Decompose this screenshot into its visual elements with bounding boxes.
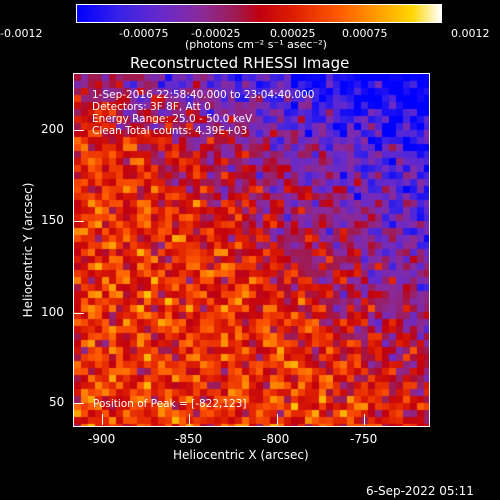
generation-timestamp: 6-Sep-2022 05:11 bbox=[366, 484, 474, 498]
colorbar-tick-label: 0.00075 bbox=[342, 27, 388, 40]
y-tick-label: 200 bbox=[41, 122, 64, 136]
colorbar-tick-label: -0.0012 bbox=[0, 27, 43, 40]
clean-counts-info: Clean Total counts: 4.39E+03 bbox=[92, 125, 248, 137]
peak-position: Position of Peak = [-822,123] bbox=[93, 398, 247, 410]
x-tick-label: -900 bbox=[88, 432, 116, 446]
colorbar-tick-label: -0.00075 bbox=[119, 27, 169, 40]
colorbar-ticks: -0.0012 -0.00075 -0.00025 0.00025 0.0007… bbox=[0, 22, 500, 40]
colorbar-tick-label: 0.0012 bbox=[451, 27, 490, 40]
x-axis-label: Heliocentric X (arcsec) bbox=[173, 448, 309, 462]
x-tick-label: -750 bbox=[350, 432, 378, 446]
y-axis-label: Heliocentric Y (arcsec) bbox=[21, 182, 35, 318]
x-tick-label: -800 bbox=[262, 432, 290, 446]
observation-time: 1-Sep-2016 22:58:40.000 to 23:04:40.000 bbox=[92, 89, 315, 101]
detectors-info: Detectors: 3F 8F, Att 0 bbox=[92, 101, 211, 113]
rhessi-image bbox=[74, 74, 429, 426]
x-tick-label: -850 bbox=[175, 432, 203, 446]
colorbar bbox=[76, 4, 442, 23]
image-frame bbox=[73, 73, 430, 427]
colorbar-gradient bbox=[77, 5, 441, 22]
colorbar-tick-label: -0.00025 bbox=[191, 27, 241, 40]
y-tick-label: 100 bbox=[41, 305, 64, 319]
colorbar-tick-label: 0.00025 bbox=[270, 27, 316, 40]
energy-range-info: Energy Range: 25.0 - 50.0 keV bbox=[92, 113, 253, 125]
colorbar-unit-label: (photons cm⁻² s⁻¹ asec⁻²) bbox=[185, 38, 327, 51]
y-tick-label: 150 bbox=[41, 213, 64, 227]
plot-title: Reconstructed RHESSI Image bbox=[130, 54, 350, 72]
y-tick-label: 50 bbox=[49, 395, 65, 409]
